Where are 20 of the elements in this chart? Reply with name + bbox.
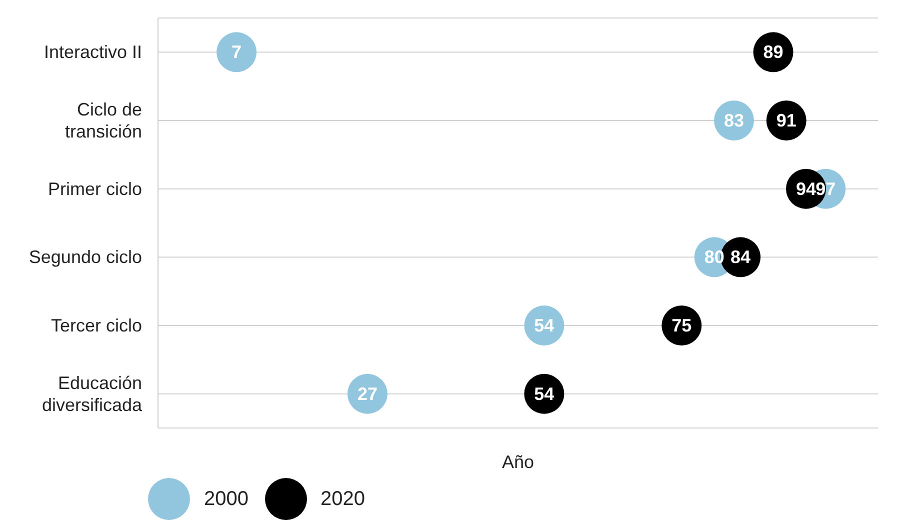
y-tick-label: Segundo ciclo [28, 247, 142, 268]
x-axis-title: Año [502, 452, 534, 472]
data-label: 94 [796, 178, 816, 199]
y-tick-label: Interactivo II [44, 42, 142, 62]
legend-label: 2000 [204, 488, 248, 510]
y-tick-label: Primer ciclo [48, 178, 142, 199]
y-tick-label: Ciclo de transición [64, 100, 142, 142]
y-tick-label: Tercer ciclo [50, 316, 142, 336]
legend-label: 2020 [320, 488, 365, 510]
data-label: 75 [672, 316, 692, 336]
data-label: 83 [724, 110, 744, 130]
point [216, 32, 257, 72]
y-tick-label: Educación diversificada [42, 372, 143, 415]
data-label: 54 [534, 384, 554, 404]
data-label: 54 [534, 316, 554, 336]
data-label: 7 [232, 42, 242, 62]
data-label: 89 [763, 42, 784, 62]
data-label: 84 [730, 247, 751, 268]
data-label: 91 [776, 110, 796, 130]
data-label: 27 [357, 384, 378, 404]
